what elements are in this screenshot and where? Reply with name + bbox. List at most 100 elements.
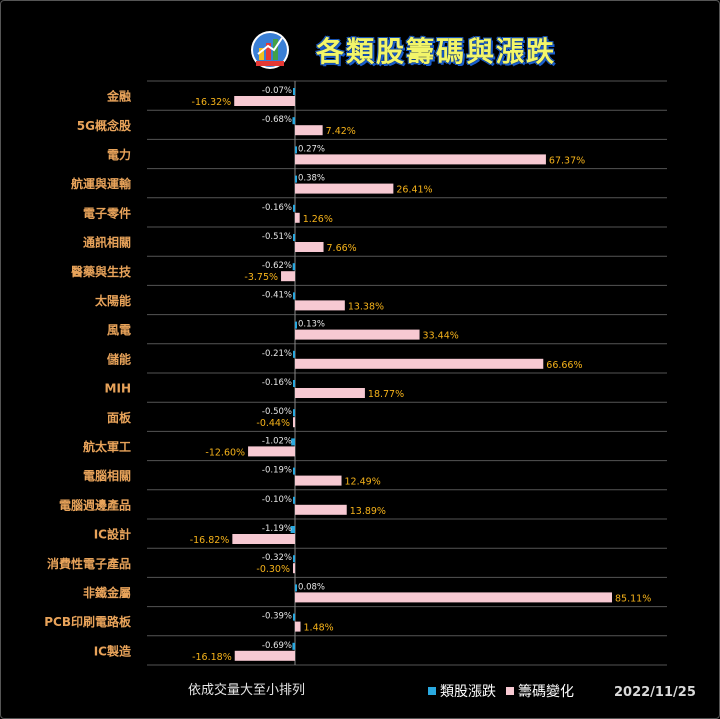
chart-title: 各類股籌碼與漲跌 xyxy=(316,35,557,68)
sector-change-label: -0.51% xyxy=(262,232,292,242)
sector-change-bar xyxy=(293,350,295,358)
sector-change-label: -0.21% xyxy=(262,349,292,359)
chip-change-label: 66.66% xyxy=(546,360,582,371)
chip-change-label: 67.37% xyxy=(549,155,585,166)
legend-swatch-chips xyxy=(506,687,514,695)
chip-change-bar xyxy=(295,475,342,486)
legend-label-chips: 籌碼變化 xyxy=(518,684,574,700)
chip-change-bar xyxy=(295,592,612,603)
chip-change-label: 13.38% xyxy=(348,301,384,312)
chip-change-bar xyxy=(234,650,295,661)
sector-change-bar xyxy=(292,642,295,650)
sector-change-label: -0.50% xyxy=(262,407,292,417)
brand-logo-icon xyxy=(251,31,289,69)
category-label: 航太軍工 xyxy=(83,439,131,454)
chip-change-bar xyxy=(295,154,546,165)
chip-change-bar xyxy=(295,504,347,515)
category-label: 電力 xyxy=(107,147,131,162)
sector-change-bar xyxy=(292,117,295,125)
sector-change-bar xyxy=(293,613,295,621)
chip-change-label: 33.44% xyxy=(423,331,459,342)
category-label: MIH xyxy=(105,382,131,396)
sector-change-label: -0.68% xyxy=(262,115,292,125)
category-label: 儲能 xyxy=(107,351,131,366)
legend-item-sector: 類股漲跌 xyxy=(428,681,496,701)
chip-change-label: -16.18% xyxy=(192,652,232,663)
chip-change-bar xyxy=(295,183,394,194)
sort-note: 依成交量大至小排列 xyxy=(188,683,306,698)
chip-change-label: 1.48% xyxy=(304,623,334,634)
chip-change-bar xyxy=(295,212,300,223)
chip-change-label: 7.66% xyxy=(327,243,357,254)
chip-change-bar xyxy=(232,534,295,544)
chip-change-label: -3.75% xyxy=(244,272,278,283)
sector-change-bar xyxy=(295,584,297,592)
report-date: 2022/11/25 xyxy=(614,685,696,700)
category-label: 電腦週邊產品 xyxy=(59,497,131,512)
sector-change-label: -0.32% xyxy=(262,553,292,563)
category-label: 醫藥與生技 xyxy=(71,264,132,279)
category-label: 金融 xyxy=(106,89,131,104)
legend-label-sector: 類股漲跌 xyxy=(440,684,496,700)
header: 各類股籌碼與漲跌 xyxy=(0,24,720,74)
chip-change-label: -12.60% xyxy=(205,447,245,458)
chip-change-bar xyxy=(248,446,295,457)
sector-change-bar xyxy=(290,526,295,533)
chip-change-label: 13.89% xyxy=(350,506,386,517)
category-label: 風電 xyxy=(107,323,131,337)
sector-change-bar xyxy=(293,204,295,212)
chip-change-bar xyxy=(295,300,345,311)
sector-change-bar xyxy=(293,292,295,300)
chip-change-bar xyxy=(295,358,544,369)
sector-change-label: -0.10% xyxy=(262,495,292,505)
legend: 類股漲跌 籌碼變化 xyxy=(428,681,584,701)
category-label: 非鐵金屬 xyxy=(83,585,131,600)
category-label: 通訊相關 xyxy=(83,235,131,250)
sector-change-bar xyxy=(293,234,295,241)
sector-change-bar xyxy=(293,409,295,417)
category-label: 太陽能 xyxy=(95,293,131,308)
sector-change-bar xyxy=(293,496,295,504)
sector-change-bar xyxy=(292,263,295,271)
sector-change-bar xyxy=(293,380,295,387)
chip-change-label: -0.44% xyxy=(256,418,290,429)
chip-change-bar xyxy=(295,125,323,136)
sector-change-label: -0.07% xyxy=(262,86,292,96)
chip-change-bar xyxy=(281,271,295,282)
chip-change-label: 18.77% xyxy=(368,389,404,400)
chip-change-label: 26.41% xyxy=(396,185,432,196)
chip-change-bar xyxy=(295,388,365,398)
legend-swatch-sector xyxy=(428,687,436,695)
sector-change-label: 0.08% xyxy=(298,582,325,592)
chip-change-bar xyxy=(293,417,295,428)
chip-change-label: 12.49% xyxy=(345,477,381,488)
sector-change-bar xyxy=(295,321,297,329)
category-label: 5G概念股 xyxy=(77,118,132,133)
chip-change-bar xyxy=(295,242,324,252)
sector-change-label: -1.02% xyxy=(262,436,292,446)
category-label: 消費性電子產品 xyxy=(47,556,131,571)
sector-change-label: -0.41% xyxy=(262,290,292,300)
sector-change-bar xyxy=(293,555,295,563)
chip-change-label: -16.32% xyxy=(192,97,232,108)
sector-change-bar xyxy=(295,175,297,183)
sector-change-label: -1.19% xyxy=(262,524,292,534)
sector-change-label: -0.16% xyxy=(262,378,292,388)
chip-change-label: -16.82% xyxy=(190,535,230,546)
sector-change-label: -0.69% xyxy=(262,641,292,651)
chip-change-label: 1.26% xyxy=(303,214,333,225)
sector-change-label: 0.27% xyxy=(298,144,325,154)
sector-change-label: -0.62% xyxy=(262,261,292,271)
category-label: 電腦相關 xyxy=(83,468,131,483)
category-label: 電子零件 xyxy=(83,205,131,220)
category-label: IC設計 xyxy=(94,527,131,542)
category-label: 面板 xyxy=(107,410,132,425)
chip-change-bar xyxy=(293,563,295,574)
chip-change-label: 85.11% xyxy=(615,593,651,604)
category-label: IC製造 xyxy=(94,643,132,658)
chip-change-bar xyxy=(234,96,295,106)
category-label: 航運與運輸 xyxy=(71,176,132,191)
category-label: PCB印刷電路板 xyxy=(44,614,132,629)
sector-change-label: -0.19% xyxy=(262,466,292,476)
